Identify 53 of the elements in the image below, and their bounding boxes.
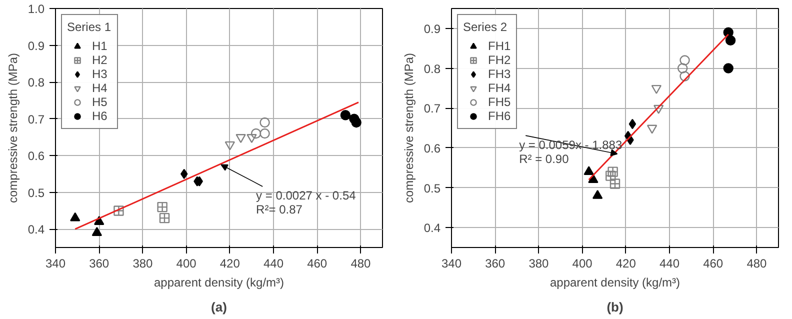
x-tick-label: 340 [441,256,462,270]
text: (a) [211,300,227,314]
x-tick-label: 380 [132,256,154,270]
x-tick-label: 360 [89,256,110,270]
legend-label: FH3 [488,67,511,81]
x-tick-label: 340 [45,256,66,270]
annotation: y = 0.0059x - 1.883 [519,138,622,152]
legend-label: FH6 [488,109,511,123]
legend-label: FH2 [488,53,511,67]
legend-label: FH1 [488,39,511,53]
legend-title: Series 2 [463,20,508,34]
legend-label: H3 [92,67,108,81]
annotation: R²= 0.87 [256,202,303,217]
legend-label: FH4 [488,81,511,95]
x-tick-label: 440 [659,256,680,270]
legend-label: H2 [92,53,108,67]
legend-label: FH5 [488,95,511,109]
legend-label: H4 [92,81,108,95]
y-axis-title: compressive strength (MPa) [402,52,416,204]
x-tick-label: 460 [703,256,724,270]
y-tick-label: 1.0 [28,2,45,16]
annotation: R² = 0.90 [519,152,570,166]
y-tick-label: 0.4 [424,221,441,236]
x-tick-label: 420 [220,256,240,270]
x-axis-title: apparent density (kg/m³) [154,276,284,290]
x-tick-label: 380 [528,256,550,270]
legend-title: Series 1 [67,20,112,34]
x-tick-label: 420 [616,256,636,270]
x-tick-label: 400 [572,256,593,270]
x-tick-label: 480 [746,256,768,270]
y-tick-label: 0.4 [28,222,45,237]
y-tick-label: 0.8 [28,76,45,90]
x-tick-label: 440 [263,256,284,270]
y-tick-label: 0.6 [424,141,441,156]
legend-label: H5 [92,95,108,109]
y-axis-title: compressive strength (MPa) [6,52,20,204]
y-tick-label: 0.6 [28,149,45,164]
y-tick-label: 0.8 [424,62,441,76]
x-axis-title: apparent density (kg/m³) [550,276,680,290]
y-tick-label: 0.9 [28,38,45,53]
y-tick-label: 0.7 [424,102,441,116]
annotation: y = 0.0027 x - 0.54 [256,188,356,203]
x-tick-label: 400 [176,256,197,270]
y-tick-label: 0.9 [424,22,441,36]
legend-label: H1 [92,39,108,53]
y-tick-label: 0.7 [28,112,45,126]
x-tick-label: 480 [350,256,372,270]
legend-label: H6 [92,109,108,123]
x-tick-label: 360 [485,256,506,270]
x-tick-label: 460 [307,256,328,270]
y-tick-label: 0.5 [28,186,45,200]
y-tick-label: 0.5 [424,181,441,196]
text: (b) [606,300,624,314]
